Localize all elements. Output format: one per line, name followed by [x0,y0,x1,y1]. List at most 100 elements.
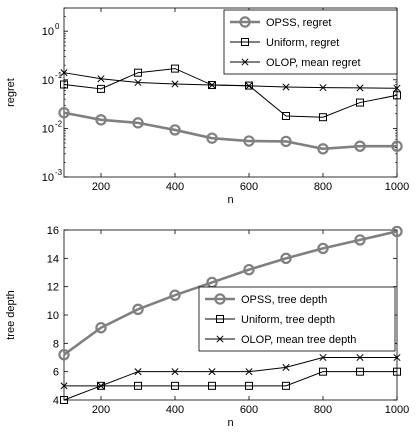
panel2-x-axis-label: n [227,417,233,429]
panel2-series-1-marker-circle [169,289,181,301]
panel2-series-2-marker-square [356,367,364,376]
panel2-series-3-line [64,357,397,387]
panel1-series-3-marker-x [393,84,401,92]
panel2-series-2-marker-square [171,381,179,390]
panel2-series-3-marker-x [356,353,364,362]
panel2-series-3-marker-x [60,382,68,390]
panel2-series-1-marker-circle [243,263,255,276]
panel2-legend-entry-1-marker-circle [214,293,226,305]
panel2-series-1-marker-circle [317,242,329,255]
panel1-series-1-marker-circle [317,143,329,155]
panel2-legend-entry-2-marker-square [216,315,224,323]
panel1-y-tick-label: 10 [42,26,54,38]
panel1-series-1-marker-circle [58,107,70,119]
panel1-legend-entry-2-marker-square [241,38,249,46]
panel1-x-tick-label: 400 [166,181,184,193]
panel1-series-1-marker-circle [132,117,144,129]
panel1-series-1-marker-circle [354,140,366,152]
panel2-legend-entry-3-label: OLOP, mean tree depth [241,334,356,346]
panel1-legend-entry-3-label: OLOP, mean regret [266,57,361,69]
panel2-x-tick-label: 200 [92,404,110,416]
panel2-series-1-marker-circle [132,303,144,316]
panel1-series-3-marker-x [171,80,179,88]
panel1-series-1-marker-circle [243,135,255,147]
panel1-x-tick-label: 800 [314,181,332,193]
panel2-series-1-marker-circle [354,234,366,246]
panel1-series-2-marker-square [319,113,327,122]
panel2-series-3-marker-x [393,353,401,362]
panel1-y-axis-label: regret [5,78,17,107]
panel2-y-tick-label: 16 [47,225,59,237]
panel1-series-1-marker-circle [169,124,181,136]
panel1-y-tick-label: 10 [42,75,54,87]
panel1-series-3 [60,69,401,92]
panel1-series-3-marker-x [356,84,364,92]
panel1-y-tick-label-exponent: 0 [55,22,60,31]
panel1-series-1-marker-circle [391,140,403,152]
panel1-x-tick-label: 1000 [385,181,409,193]
panel2-series-3-marker-x [245,368,253,376]
panel2-series-3 [60,353,401,390]
panel1-series-3-marker-x [60,69,68,77]
panel2-y-tick-label: 10 [47,310,59,322]
panel2-y-tick-label: 14 [47,253,59,265]
panel1-series-1-marker-circle [95,114,107,126]
panel1-series-3-marker-x [134,78,142,87]
panel2-y-tick-label: 8 [53,338,59,350]
panel1-y-tick-label-exponent: -1 [55,71,63,80]
panel2-y-axis-label: tree depth [5,290,17,340]
panel2-series-1 [58,225,403,361]
panel1-x-tick-label: 600 [240,181,258,193]
panel1-series-2-marker-square [134,68,142,77]
panel1-legend: OPSS, regret Uniform, regret OLOP, mean re… [223,9,398,75]
panel1-legend-entry-3-marker-x [241,58,249,66]
panel2-series-3-marker-x [171,368,179,376]
panel2-legend: OPSS, tree depth Uniform, tree depth OLOP,… [198,286,396,352]
panel2-series-1-line [63,230,398,356]
panel1-y-tick-label: 10 [42,172,54,184]
panel1-series-2-marker-square [171,64,179,73]
panel1-series-1-marker-circle [280,135,292,148]
panel2-series-2-marker-square [60,396,68,404]
panel1-y-tick-label: 10 [42,123,54,135]
panel2-x-tick-label: 1000 [385,404,409,416]
panel2-series-2-marker-square [393,367,401,376]
panel1-legend-entry-1-marker-circle [239,16,251,28]
panel2-x-tick-label: 400 [166,404,184,416]
panel1-series-2-marker-square [356,98,364,107]
panel1-series-2-marker-square [97,84,105,93]
panel1-series-3-marker-x [282,83,290,91]
panel1-series-1-marker-circle [206,132,218,144]
panel1-y-tick-label-exponent: -2 [55,119,63,128]
panel2-legend-entry-3-marker-x [216,335,224,343]
panel2-y-tick-label: 12 [47,282,59,294]
panel2-series-2-line [63,371,397,401]
panel2-x-tick-label: 800 [314,404,332,416]
panel1-series-2-marker-square [393,91,401,100]
panel2-series-3-marker-x [97,382,105,390]
panel2-series-2-marker-square [319,367,327,376]
panel1-series-1 [58,107,403,155]
panel1-series-3-marker-x [245,82,253,90]
panel1-y-tick-label-exponent: -3 [55,168,63,177]
panel1-series-2-marker-square [282,111,290,120]
panel2-series-3-marker-x [208,368,216,376]
panel1-legend-entry-2-label: Uniform, regret [266,37,339,49]
panel2-series-2-marker-square [134,381,142,390]
panel1-series-2-marker-square [60,80,68,89]
panel2-series-2 [60,367,401,404]
panel2-series-2-marker-square [208,381,216,390]
panel2-legend-entry-2-label: Uniform, tree depth [241,314,335,326]
panel2-series-2-marker-square [245,381,253,390]
panel2-series-2-marker-square [282,381,290,390]
panel1-series-3-marker-x [208,81,216,89]
panel1-series-3-marker-x [97,75,105,83]
panel1-x-tick-label: 200 [92,181,110,193]
panel2-legend-entry-1-label: OPSS, tree depth [241,294,327,306]
panel1-x-axis-label: n [227,194,233,206]
panel2-series-3-marker-x [282,363,290,371]
panel2-series-3-marker-x [319,353,327,362]
